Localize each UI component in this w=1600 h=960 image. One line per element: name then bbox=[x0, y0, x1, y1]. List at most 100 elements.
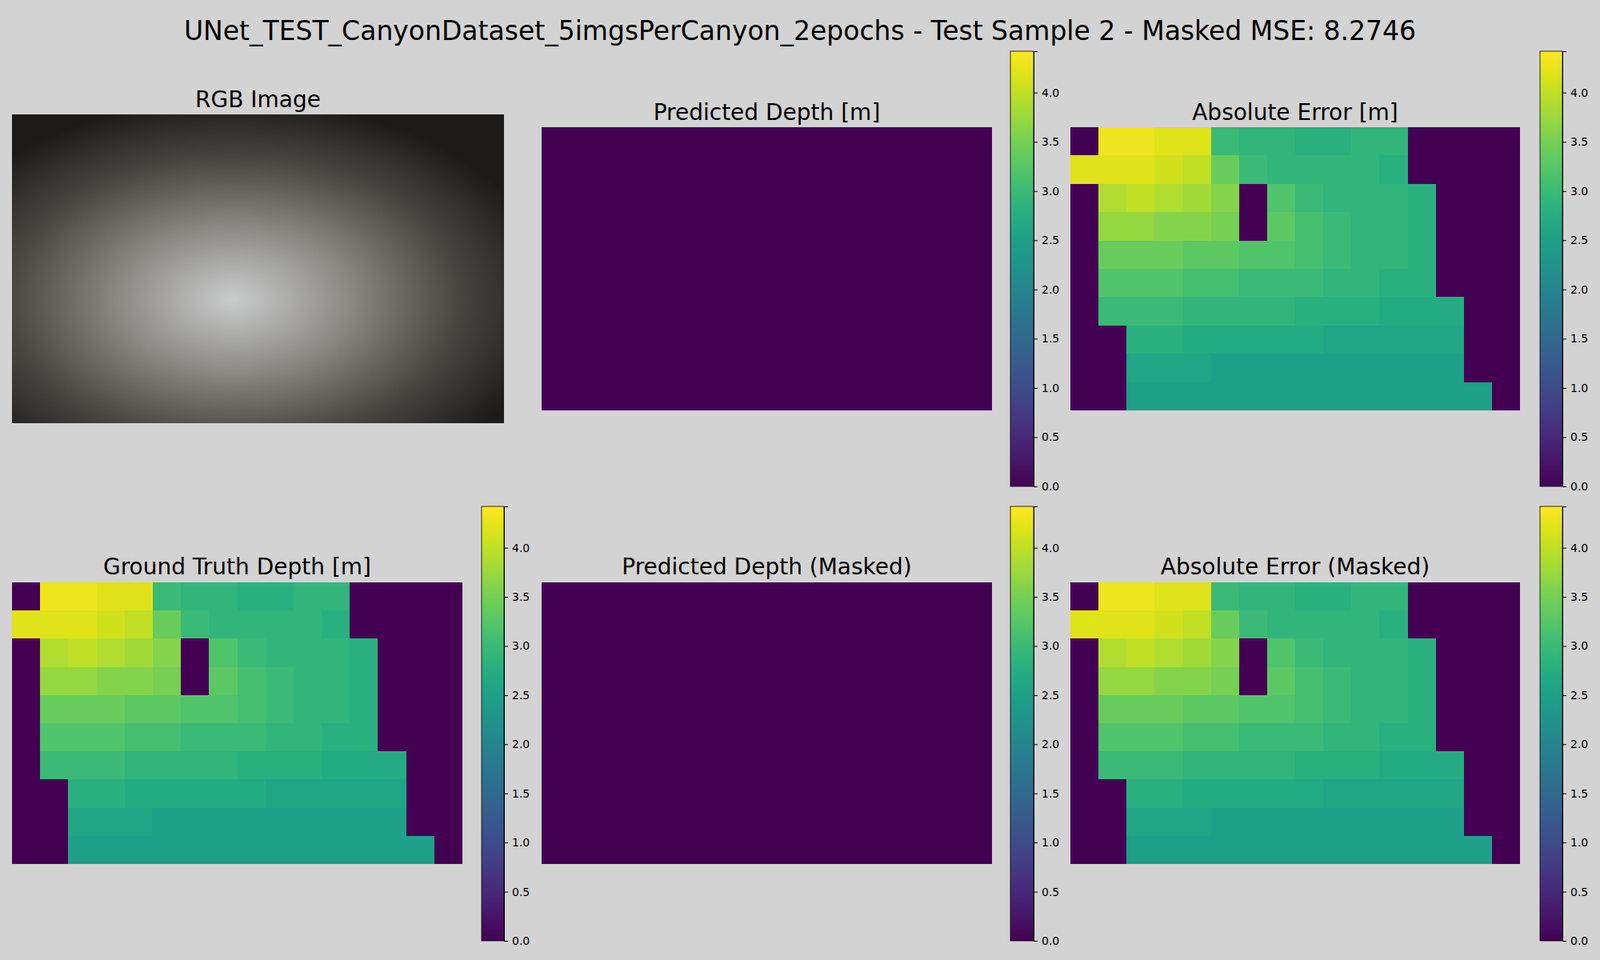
heatmap-cell bbox=[1492, 723, 1520, 752]
heatmap-cell bbox=[377, 779, 407, 808]
heatmap-cell bbox=[124, 695, 154, 724]
heatmap-cell bbox=[349, 610, 379, 640]
heatmap-cell bbox=[1070, 751, 1100, 780]
heatmap-cell bbox=[1464, 212, 1493, 241]
figure: UNet_TEST_CanyonDataset_5imgsPerCanyon_2… bbox=[0, 0, 1600, 960]
colorbar-tick: 2.5 bbox=[1033, 233, 1060, 247]
colorbar-tick: 4.0 bbox=[1033, 541, 1060, 555]
heatmap-cell bbox=[265, 723, 295, 752]
heatmap-cell bbox=[1295, 695, 1324, 724]
heatmap-cell bbox=[1211, 638, 1240, 668]
heatmap-cell bbox=[1492, 779, 1520, 808]
heatmap-cell bbox=[1295, 667, 1324, 696]
heatmap-cell bbox=[1098, 667, 1128, 696]
colorbar-tick-mark bbox=[504, 793, 508, 795]
heatmap-cell bbox=[1098, 751, 1128, 780]
heatmap-cell bbox=[1098, 240, 1128, 270]
heatmap-cell bbox=[1126, 353, 1156, 383]
heatmap-cell bbox=[180, 582, 210, 612]
colorbar-tick-label: 3.5 bbox=[1041, 135, 1060, 148]
heatmap-cell bbox=[1070, 155, 1100, 184]
heatmap-cell bbox=[1154, 695, 1184, 724]
heatmap-cell bbox=[96, 667, 126, 696]
heatmap-cell bbox=[1323, 667, 1352, 696]
heatmap-cell bbox=[1464, 353, 1493, 383]
heatmap-cell bbox=[96, 638, 126, 668]
heatmap-cell bbox=[1154, 808, 1184, 837]
heatmap-cell bbox=[1267, 751, 1296, 780]
panel-title: Predicted Depth [m] bbox=[653, 99, 881, 126]
colorbar-tick-label: 0.0 bbox=[1041, 480, 1060, 493]
colorbar-tick-label: 3.5 bbox=[1570, 135, 1588, 148]
heatmap-cell bbox=[152, 610, 182, 640]
heatmap-cell bbox=[377, 610, 407, 640]
colorbar-tick-label: 3.5 bbox=[512, 590, 530, 604]
heatmap-cell bbox=[406, 836, 436, 864]
heatmap-cell bbox=[1267, 638, 1296, 668]
heatmap-cell bbox=[434, 808, 463, 837]
colorbar-tick-mark bbox=[504, 892, 508, 893]
heatmap-cell bbox=[40, 610, 69, 640]
heatmap-cell bbox=[124, 582, 154, 612]
heatmap-cell bbox=[1408, 695, 1437, 724]
heatmap-cell bbox=[293, 667, 323, 696]
heatmap-cell bbox=[1464, 808, 1493, 837]
heatmap-cell bbox=[1379, 779, 1408, 808]
heatmap-cell bbox=[1436, 779, 1465, 808]
heatmap-cell bbox=[96, 836, 126, 864]
heatmap-cell bbox=[1211, 382, 1240, 411]
heatmap-cell bbox=[349, 836, 379, 864]
colorbar-tick-label: 3.5 bbox=[1041, 590, 1060, 604]
heatmap-cell bbox=[1379, 353, 1408, 383]
heatmap-cell bbox=[1211, 695, 1240, 724]
heatmap-cell bbox=[1098, 610, 1128, 640]
heatmap-cell bbox=[293, 695, 323, 724]
heatmap-cell bbox=[1239, 184, 1268, 213]
heatmap-cell bbox=[1267, 382, 1296, 411]
colorbar-tick: 0.0 bbox=[1562, 934, 1588, 948]
heatmap-cell bbox=[1492, 296, 1520, 326]
heatmap-cell bbox=[1239, 723, 1268, 752]
heatmap-cell bbox=[1408, 723, 1437, 752]
heatmap-cell bbox=[1267, 723, 1296, 752]
heatmap-cell bbox=[12, 836, 41, 864]
colorbar-tick-label: 2.5 bbox=[1041, 688, 1060, 702]
heatmap-cell bbox=[1379, 638, 1408, 668]
heatmap-cell bbox=[1239, 836, 1268, 864]
colorbar-tick: 4.0 bbox=[504, 541, 530, 555]
heatmap-cells bbox=[1070, 127, 1520, 411]
heatmap-cell bbox=[1408, 325, 1437, 355]
background bbox=[0, 0, 1600, 960]
colorbar-tick-mark bbox=[1033, 240, 1038, 241]
heatmap-cell bbox=[1351, 127, 1380, 156]
heatmap-cell bbox=[180, 723, 210, 752]
heatmap-cell bbox=[208, 638, 238, 668]
heatmap-cell bbox=[434, 836, 463, 864]
heatmap-cell bbox=[124, 667, 154, 696]
heatmap-cell bbox=[237, 836, 267, 864]
colorbar-axis-line bbox=[1563, 507, 1568, 942]
heatmap-cell bbox=[406, 779, 436, 808]
heatmap-cell bbox=[1351, 212, 1380, 241]
heatmap-cell bbox=[1464, 779, 1493, 808]
heatmap-cell bbox=[1126, 779, 1156, 808]
heatmap-cell bbox=[124, 808, 154, 837]
heatmap-cell bbox=[1239, 667, 1268, 696]
heatmap-cell bbox=[1295, 325, 1324, 355]
heatmap-cell bbox=[1492, 582, 1520, 612]
heatmap-cell bbox=[1070, 212, 1100, 241]
colorbar-tick: 3.0 bbox=[1033, 184, 1060, 198]
heatmap-cell bbox=[96, 779, 126, 808]
heatmap-cell bbox=[1379, 325, 1408, 355]
heatmap-cell bbox=[1408, 751, 1437, 780]
heatmap-cell bbox=[1295, 212, 1324, 241]
colorbar-tick: 3.5 bbox=[504, 590, 530, 604]
heatmap-cell bbox=[1098, 836, 1128, 864]
heatmap-cells bbox=[541, 127, 992, 411]
heatmap-cell bbox=[1323, 610, 1352, 640]
heatmap-cell bbox=[40, 667, 69, 696]
colorbar-tick-label: 2.5 bbox=[1570, 688, 1588, 702]
heatmap-cell bbox=[1070, 325, 1100, 355]
heatmap-cell bbox=[321, 582, 351, 612]
heatmap-cell bbox=[1267, 127, 1296, 156]
